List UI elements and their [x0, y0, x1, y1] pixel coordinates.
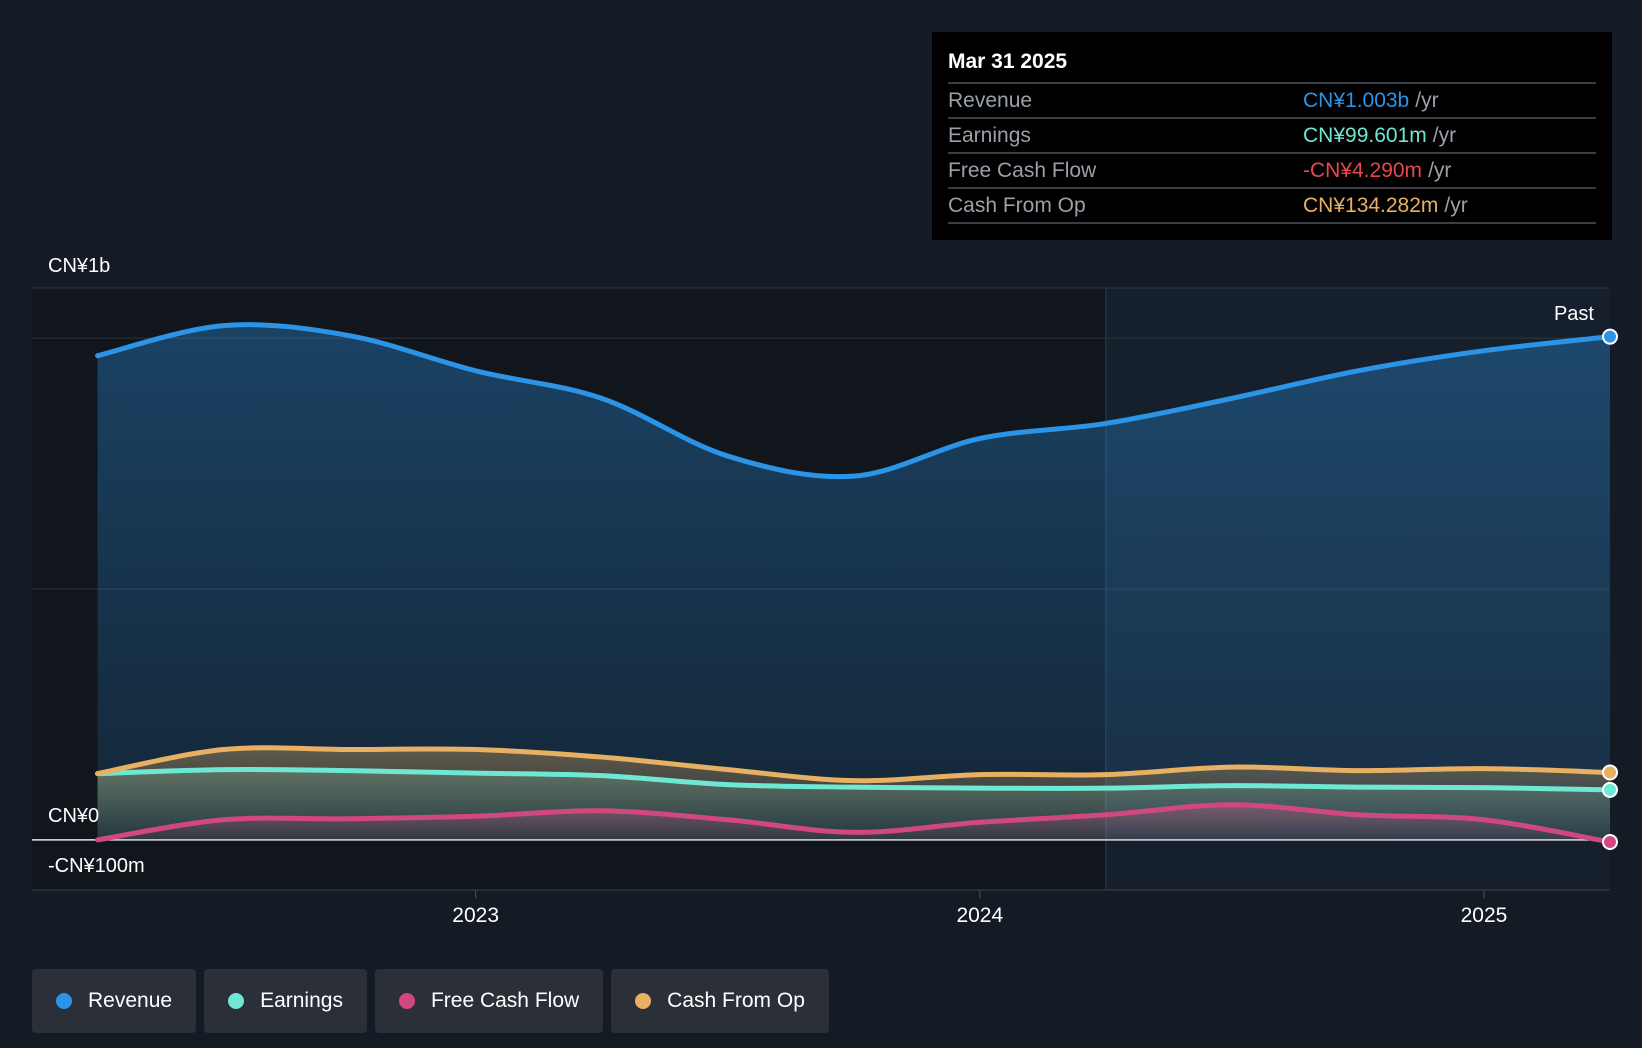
legend-item-earnings[interactable]: Earnings [204, 969, 367, 1033]
tooltip-value: CN¥1.003b [1303, 89, 1410, 112]
free-cash-flow-dot-icon [398, 993, 415, 1009]
legend-label: Free Cash Flow [430, 989, 580, 1012]
cash-from-op-dot-icon [635, 993, 652, 1009]
tooltip-unit: /yr [1415, 89, 1439, 112]
y-tick-label-zero: CN¥0 [48, 805, 99, 827]
earnings-end-point[interactable] [1602, 781, 1618, 798]
y-tick-label-top: CN¥1b [48, 255, 110, 277]
revenue-dot-icon [56, 993, 72, 1009]
legend-item-revenue[interactable]: Revenue [32, 969, 197, 1033]
legend-label: Cash From Op [667, 989, 805, 1012]
revenue-line [95, 322, 1613, 480]
tooltip-row-cash-from-op: Cash From Op CN¥134.282m /yr [948, 189, 1596, 224]
tooltip-row-revenue: Revenue CN¥1.003b /yr [948, 84, 1596, 119]
y-tick-label-bottom: -CN¥100m [48, 855, 145, 877]
cash-from-op-line [95, 745, 1613, 784]
chart-legend: Revenue Earnings Free Cash Flow Cash Fro… [32, 969, 837, 1033]
tooltip-label: Revenue [948, 89, 1033, 112]
free-cash-flow-end-point[interactable] [1602, 833, 1618, 850]
tooltip-unit: /yr [1428, 159, 1452, 182]
tooltip-row-earnings: Earnings CN¥99.601m /yr [948, 119, 1596, 154]
tooltip-label: Free Cash Flow [948, 159, 1097, 182]
past-label: Past [1554, 303, 1594, 325]
legend-label: Revenue [88, 989, 173, 1012]
x-tick-label-2024: 2024 [956, 904, 1003, 927]
revenue-area [97, 324, 1611, 840]
tooltip-unit: /yr [1432, 124, 1457, 147]
tooltip-value: CN¥99.601m [1303, 124, 1427, 147]
x-tick-label-2023: 2023 [452, 904, 499, 927]
tooltip-label: Earnings [948, 124, 1031, 147]
revenue-end-point[interactable] [1602, 328, 1618, 345]
earnings-line [95, 766, 1613, 793]
tooltip-value: CN¥134.282m [1303, 194, 1439, 217]
tooltip-date: Mar 31 2025 [948, 46, 1596, 84]
tooltip-label: Cash From Op [948, 194, 1086, 217]
tooltip-row-free-cash-flow: Free Cash Flow -CN¥4.290m /yr [948, 154, 1596, 189]
earnings-dot-icon [228, 993, 245, 1009]
x-tick-label-2025: 2025 [1461, 904, 1508, 927]
free-cash-flow-line [95, 802, 1613, 845]
tooltip-value: -CN¥4.290m [1303, 159, 1423, 182]
legend-item-free-cash-flow[interactable]: Free Cash Flow [374, 969, 604, 1033]
cash-from-op-end-point[interactable] [1602, 764, 1618, 781]
legend-item-cash-from-op[interactable]: Cash From Op [611, 969, 829, 1033]
tooltip-unit: /yr [1444, 194, 1468, 217]
legend-label: Earnings [260, 989, 343, 1012]
tooltip-panel: Mar 31 2025 Revenue CN¥1.003b /yr Earnin… [932, 32, 1612, 240]
